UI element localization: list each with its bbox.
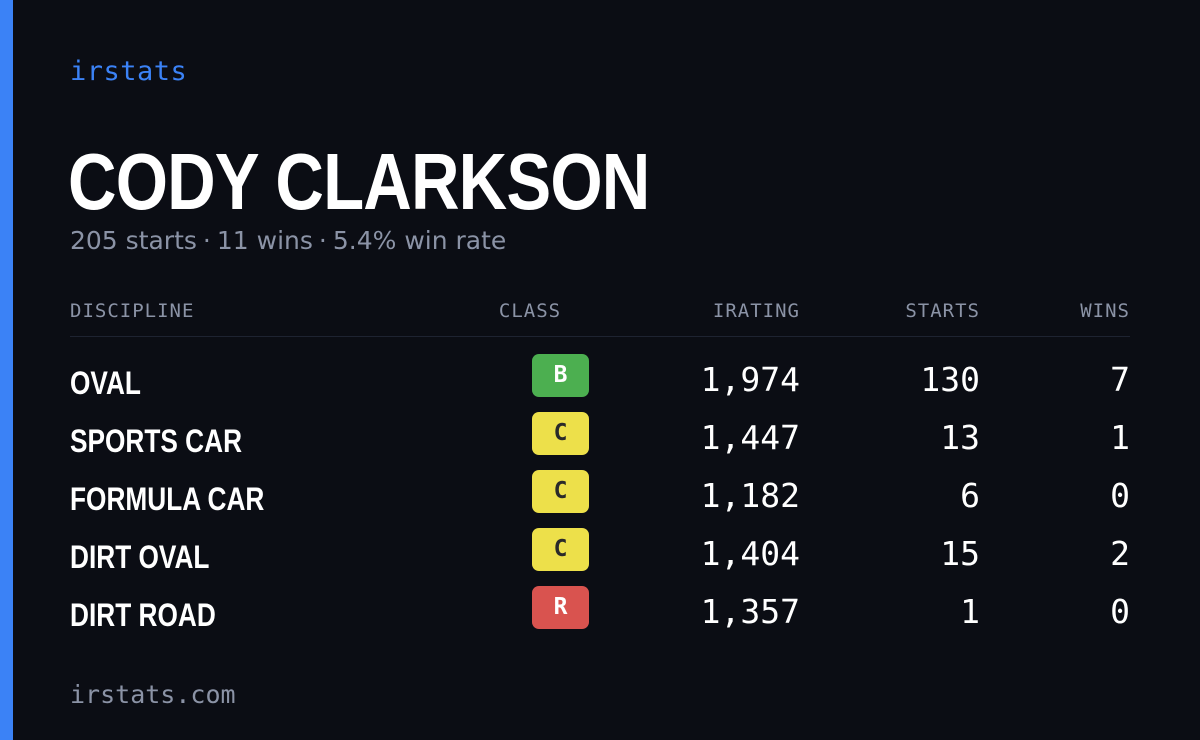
discipline-name: DIRT OVAL [70,539,210,575]
footer-url: irstats.com [70,680,236,709]
discipline-name: SPORTS CAR [70,423,243,459]
class-badge: C [532,528,589,571]
table-row: DIRT ROAD R 1,357 1 0 [70,582,1130,640]
brand-logo: irstats [70,56,188,87]
header-discipline: DISCIPLINE [70,300,195,322]
header-class: CLASS [498,300,562,322]
irating-value: 1,357 [700,592,800,631]
header-starts: STARTS [905,300,980,322]
summary-separator: · [202,226,211,255]
irating-value: 1,447 [700,418,800,457]
class-badge: C [532,412,589,455]
class-badge: R [532,586,589,629]
class-badge: C [532,470,589,513]
wins-value: 2 [1110,534,1130,573]
header-wins: WINS [1080,300,1130,322]
table-row: SPORTS CAR C 1,447 13 1 [70,408,1130,466]
summary-win-rate: 5.4% win rate [332,226,507,255]
class-badge: B [532,354,589,397]
irating-value: 1,404 [700,534,800,573]
driver-name: CODY CLARKSON [68,137,650,226]
table-row: FORMULA CAR C 1,182 6 0 [70,466,1130,524]
discipline-name: OVAL [70,365,141,401]
summary-starts: 205 starts [70,226,197,255]
starts-value: 1 [960,592,980,631]
table-header: DISCIPLINE CLASS IRATING STARTS WINS [70,298,1130,337]
discipline-name: DIRT ROAD [70,597,216,633]
accent-bar [0,0,13,740]
wins-value: 1 [1110,418,1130,457]
summary-separator: · [318,226,327,255]
starts-value: 15 [940,534,980,573]
irating-value: 1,182 [700,476,800,515]
wins-value: 7 [1110,360,1130,399]
wins-value: 0 [1110,476,1130,515]
wins-value: 0 [1110,592,1130,631]
starts-value: 13 [940,418,980,457]
table-row: OVAL B 1,974 130 7 [70,350,1130,408]
discipline-name: FORMULA CAR [70,481,265,517]
starts-value: 130 [920,360,980,399]
header-irating: IRATING [712,300,800,322]
starts-value: 6 [960,476,980,515]
summary-wins: 11 wins [216,226,313,255]
discipline-table: OVAL B 1,974 130 7 SPORTS CAR C 1,447 13… [70,350,1130,640]
irating-value: 1,974 [700,360,800,399]
table-row: DIRT OVAL C 1,404 15 2 [70,524,1130,582]
driver-summary: 205 starts · 11 wins · 5.4% win rate [70,226,506,255]
